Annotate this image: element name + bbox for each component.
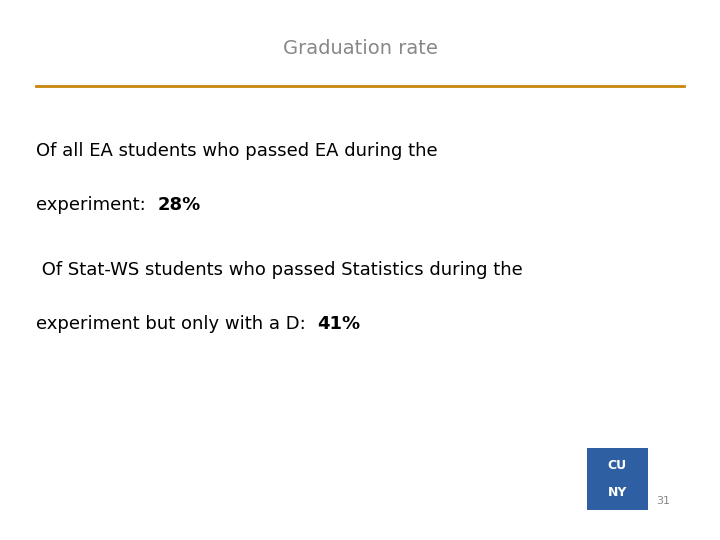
Text: NY: NY bbox=[608, 487, 627, 500]
Text: 41%: 41% bbox=[318, 315, 361, 333]
Text: Of all EA students who passed EA during the: Of all EA students who passed EA during … bbox=[36, 142, 438, 160]
Text: experiment but only with a D:: experiment but only with a D: bbox=[36, 315, 318, 333]
Text: 31: 31 bbox=[657, 496, 670, 506]
Text: Graduation rate: Graduation rate bbox=[282, 39, 438, 58]
Text: experiment:: experiment: bbox=[36, 196, 157, 214]
Text: 28%: 28% bbox=[157, 196, 200, 214]
Text: CU: CU bbox=[608, 459, 627, 472]
Text: Of Stat-WS students who passed Statistics during the: Of Stat-WS students who passed Statistic… bbox=[36, 261, 523, 279]
